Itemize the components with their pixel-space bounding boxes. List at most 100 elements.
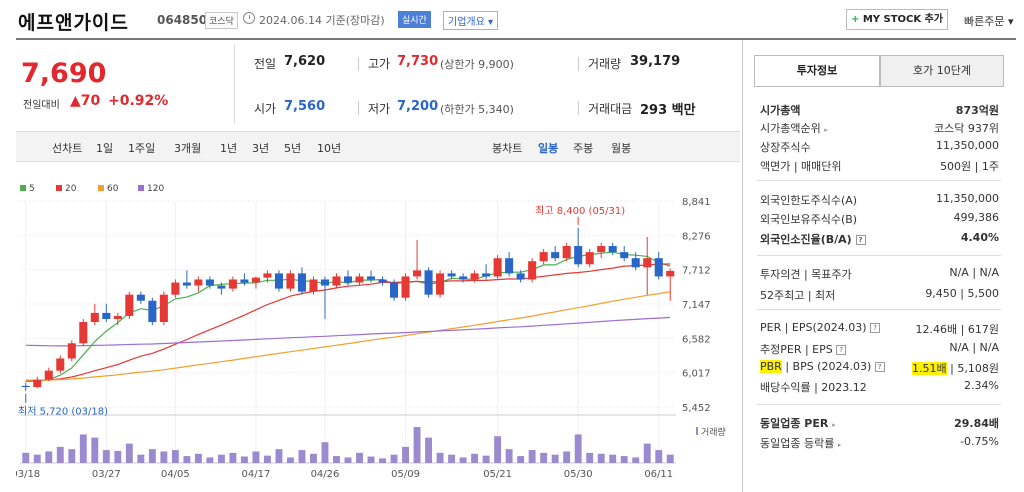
- high-value: 7,730: [397, 54, 439, 69]
- tab-order-book[interactable]: 호가 10단계: [880, 55, 1004, 87]
- row-label: 외국인소진율(B/A): [760, 233, 852, 246]
- help-icon[interactable]: ?: [836, 345, 847, 355]
- mystock-add-button[interactable]: + MY STOCK 추가: [846, 9, 948, 30]
- volume-bar: [79, 434, 87, 463]
- header-divider: [16, 38, 1016, 40]
- y-tick-label: 7,147: [682, 300, 711, 311]
- candle-body: [528, 261, 537, 280]
- legend-label: 120: [147, 184, 164, 194]
- candle-body: [125, 294, 134, 316]
- candle-body: [286, 273, 295, 289]
- industry-rate-row[interactable]: 동일업종 등락률 ▸ -0.75%: [757, 435, 1001, 452]
- clock-icon: [243, 12, 255, 24]
- volume-bar: [632, 457, 640, 463]
- period-3m[interactable]: 3개월: [174, 142, 202, 155]
- period-5y[interactable]: 5년: [284, 142, 302, 155]
- row-label: 추정PER | EPS: [760, 343, 833, 356]
- volume-bar: [102, 450, 110, 463]
- candle-body: [470, 273, 479, 280]
- candle-body: [424, 270, 433, 295]
- candle-body: [447, 273, 456, 277]
- candle-body: [136, 294, 145, 301]
- foreign-limit-row: 외국인한도주식수(A) 11,350,000: [757, 192, 1001, 209]
- change-label: 전일대비: [23, 100, 60, 111]
- volume-bar: [425, 437, 433, 463]
- candle-body: [56, 358, 65, 371]
- legend-swatch: [138, 185, 144, 191]
- company-overview-dropdown[interactable]: 기업개요 ▾: [443, 11, 499, 30]
- volume-bar: [125, 443, 133, 463]
- plus-icon: +: [850, 14, 860, 25]
- volume-legend-swatch: [696, 427, 698, 435]
- row-value: 29.84배: [954, 417, 999, 430]
- realtime-button[interactable]: 실시간: [398, 11, 431, 28]
- price-change: ▲70: [70, 93, 101, 109]
- period-1y[interactable]: 1년: [220, 142, 238, 155]
- candle-body: [113, 315, 122, 319]
- volume-bar: [471, 453, 479, 463]
- candle-daily[interactable]: 일봉: [538, 142, 559, 155]
- industry-per-row[interactable]: 동일업종 PER ▸ 29.84배: [757, 415, 1001, 432]
- volume-bar: [56, 446, 64, 463]
- est-per-value: N/A: [949, 341, 969, 354]
- candle-body: [309, 279, 318, 292]
- lower-limit: (하한가 5,340): [440, 103, 514, 116]
- candle-body: [436, 273, 445, 295]
- period-1w[interactable]: 1주일: [128, 142, 156, 155]
- volume-bar: [33, 454, 41, 463]
- candle-body: [355, 276, 364, 283]
- volume-label: 거래량: [701, 426, 726, 438]
- period-3y[interactable]: 3년: [252, 142, 270, 155]
- open-label: 시가: [254, 102, 277, 116]
- candle-body: [482, 273, 491, 277]
- info-panel: [742, 40, 1016, 492]
- volume-bar: [586, 452, 594, 463]
- pbr-value: 1.51배: [912, 362, 947, 375]
- price-change-pct: +0.92%: [108, 93, 169, 109]
- max-annotation: 최고 8,400 (05/31): [535, 205, 625, 217]
- volume-bar: [540, 452, 548, 463]
- volume-bar: [379, 458, 386, 463]
- market-cap-rank-row[interactable]: 시가총액순위 ▸ 코스닥 937위: [757, 120, 1001, 137]
- candle-body: [332, 276, 341, 286]
- volume-bar: [402, 446, 409, 463]
- candle-body: [251, 277, 260, 283]
- stock-chart[interactable]: 5 20 60 120 8,841 8,276 7,712 7,147 6,582 6,017 5,…: [16, 175, 740, 485]
- line-chart-label: 선차트: [52, 142, 83, 155]
- volume-bar: [494, 436, 502, 463]
- mystock-label: MY STOCK 추가: [862, 14, 944, 25]
- y-tick-label: 6,017: [682, 369, 711, 380]
- row-label: 상장주식수: [760, 141, 811, 154]
- ma-line-20: [25, 263, 671, 381]
- legend-label: 5: [29, 184, 35, 194]
- volume-bar: [91, 437, 99, 463]
- candle-body: [159, 294, 168, 323]
- row-label: 동일업종 등락률: [760, 437, 835, 450]
- period-10y[interactable]: 10년: [317, 142, 342, 155]
- volume-bar: [643, 443, 651, 463]
- row-label: 동일업종 PER: [760, 417, 829, 430]
- help-icon[interactable]: ?: [855, 235, 866, 245]
- legend-swatch: [98, 185, 104, 191]
- listed-shares-row: 상장주식수 11,350,000: [757, 139, 1001, 156]
- quick-order-button[interactable]: 빠른주문 ▾: [964, 13, 1014, 29]
- 52week-row: 52주최고 | 최저 9,450 | 5,500: [757, 287, 1001, 304]
- volume-bar: [574, 434, 582, 463]
- help-icon[interactable]: ?: [874, 362, 885, 372]
- period-1d[interactable]: 1일: [96, 142, 114, 155]
- candle-weekly[interactable]: 주봉: [573, 142, 594, 155]
- upper-limit: (상한가 9,900): [440, 58, 514, 71]
- candle-body: [551, 252, 560, 259]
- amount-label: 거래대금: [588, 102, 633, 116]
- row-label: 52주최고 | 최저: [760, 289, 836, 302]
- dividend-row: 배당수익률 | 2023.12 2.34%: [757, 379, 1001, 396]
- volume-bar: [666, 454, 674, 463]
- stat-divider: [578, 101, 579, 115]
- tab-investment-info[interactable]: 투자정보: [754, 55, 880, 87]
- candle-body: [44, 370, 53, 380]
- candle-monthly[interactable]: 월봉: [611, 142, 632, 155]
- help-icon[interactable]: ?: [870, 323, 881, 333]
- volume-bar: [229, 452, 237, 463]
- candle-body: [493, 258, 502, 277]
- x-tick-label: 03/18: [16, 469, 40, 480]
